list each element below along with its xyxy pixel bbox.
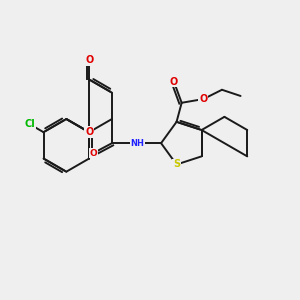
Text: O: O <box>89 148 97 158</box>
Text: S: S <box>173 160 180 170</box>
Text: O: O <box>85 127 93 137</box>
Text: Cl: Cl <box>24 119 35 129</box>
Text: NH: NH <box>130 139 144 148</box>
Text: O: O <box>85 55 93 65</box>
Text: O: O <box>170 77 178 87</box>
Text: O: O <box>199 94 208 104</box>
